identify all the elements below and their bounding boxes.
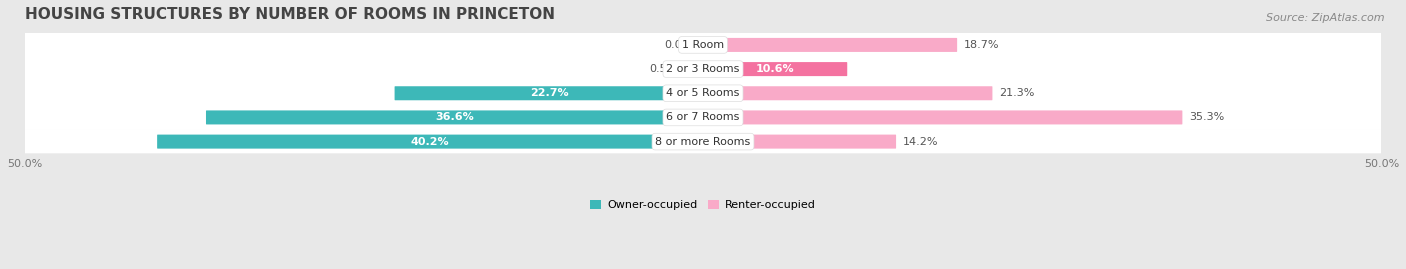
- FancyBboxPatch shape: [703, 134, 896, 148]
- FancyBboxPatch shape: [395, 86, 703, 100]
- Text: 22.7%: 22.7%: [530, 88, 568, 98]
- Text: 10.6%: 10.6%: [755, 64, 794, 74]
- Text: 35.3%: 35.3%: [1188, 112, 1225, 122]
- FancyBboxPatch shape: [24, 105, 1382, 130]
- FancyBboxPatch shape: [24, 129, 1382, 154]
- FancyBboxPatch shape: [24, 81, 1382, 105]
- FancyBboxPatch shape: [24, 32, 1382, 58]
- Text: 4 or 5 Rooms: 4 or 5 Rooms: [666, 88, 740, 98]
- Text: 6 or 7 Rooms: 6 or 7 Rooms: [666, 112, 740, 122]
- Text: 0.0%: 0.0%: [664, 40, 692, 50]
- Text: 40.2%: 40.2%: [411, 137, 450, 147]
- Text: HOUSING STRUCTURES BY NUMBER OF ROOMS IN PRINCETON: HOUSING STRUCTURES BY NUMBER OF ROOMS IN…: [24, 7, 554, 22]
- Text: Source: ZipAtlas.com: Source: ZipAtlas.com: [1267, 13, 1385, 23]
- FancyBboxPatch shape: [703, 38, 957, 52]
- FancyBboxPatch shape: [24, 32, 1382, 57]
- Text: 8 or more Rooms: 8 or more Rooms: [655, 137, 751, 147]
- Text: 21.3%: 21.3%: [998, 88, 1035, 98]
- Text: 18.7%: 18.7%: [963, 40, 1000, 50]
- Text: 1 Room: 1 Room: [682, 40, 724, 50]
- Text: 14.2%: 14.2%: [903, 137, 938, 147]
- FancyBboxPatch shape: [157, 134, 703, 148]
- FancyBboxPatch shape: [24, 81, 1382, 106]
- FancyBboxPatch shape: [207, 110, 703, 125]
- Text: 36.6%: 36.6%: [436, 112, 474, 122]
- FancyBboxPatch shape: [696, 62, 703, 76]
- Text: 0.52%: 0.52%: [650, 64, 685, 74]
- FancyBboxPatch shape: [24, 56, 1382, 82]
- Legend: Owner-occupied, Renter-occupied: Owner-occupied, Renter-occupied: [586, 196, 820, 215]
- FancyBboxPatch shape: [24, 56, 1382, 81]
- Text: 2 or 3 Rooms: 2 or 3 Rooms: [666, 64, 740, 74]
- FancyBboxPatch shape: [703, 62, 848, 76]
- FancyBboxPatch shape: [24, 129, 1382, 154]
- FancyBboxPatch shape: [703, 86, 993, 100]
- FancyBboxPatch shape: [24, 105, 1382, 129]
- FancyBboxPatch shape: [703, 110, 1182, 125]
